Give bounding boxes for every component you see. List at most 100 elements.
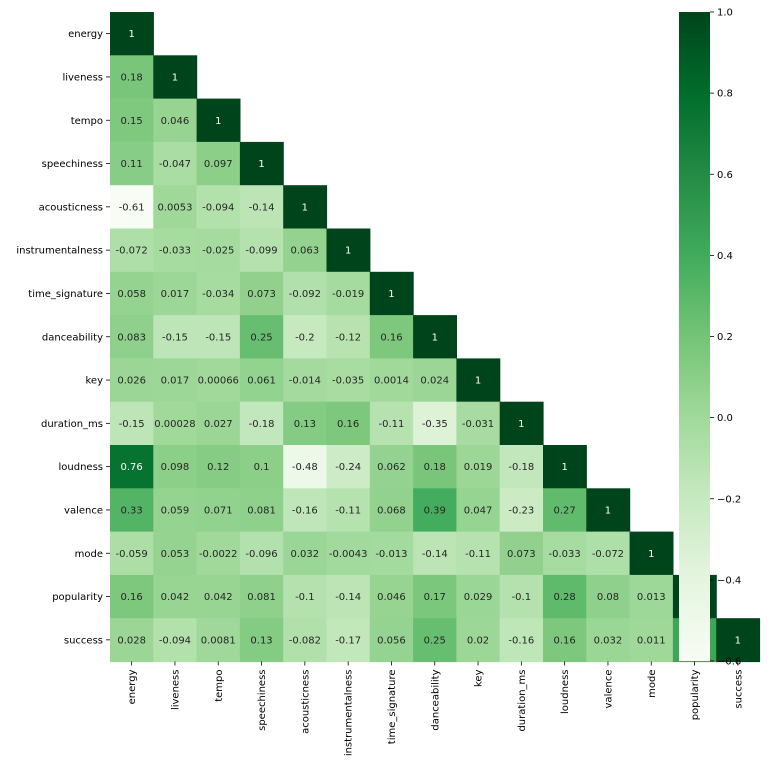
y-tick-label-key: key [85,376,103,387]
cell-value-danceability-instrumentalness: -0.12 [335,332,361,343]
cell-value-mode-instrumentalness: -0.0043 [329,549,368,560]
cell-value-time_signature-acousticness: -0.092 [289,289,321,300]
cell-success-danceability [413,618,457,663]
cell-acousticness-acousticness [283,185,328,230]
colorbar: 1.0 0.8 0.6 0.4 0.2 0.0 −0.2 −0.4 −0.6 [679,8,741,668]
cell-value-key-instrumentalness: -0.035 [332,376,364,387]
x-tick-label-danceability: danceability [430,669,441,730]
y-axis-tick-labels: energy liveness tempo speechiness acousticne… [16,29,110,646]
cell-mode-energy [110,531,154,576]
y-tick-label-speechiness: speechiness [42,159,103,170]
cell-value-duration_ms-instrumentalness: 0.16 [337,419,359,430]
cell-danceability-liveness [153,315,198,359]
cell-tempo-energy [110,98,154,143]
cell-value-mode-mode: 1 [648,549,654,560]
cell-value-acousticness-tempo: -0.094 [202,202,234,213]
cell-value-success-energy: 0.028 [117,635,146,646]
colorbar-tick-label-2: 0.6 [717,170,733,181]
x-tick-label-energy: energy [127,669,138,704]
cell-popularity-key [456,574,501,619]
cell-mode-instrumentalness [326,531,371,576]
cell-duration_ms-energy [110,401,154,446]
cell-value-success-mode: 0.011 [637,635,666,646]
x-tick-label-time_signature: time_signature [387,670,398,745]
cell-value-energy-energy: 1 [128,29,134,40]
cell-value-popularity-liveness: 0.042 [161,592,190,603]
cell-key-key [456,358,501,403]
cell-value-duration_ms-energy: -0.15 [119,419,145,430]
cell-value-success-acousticness: -0.082 [289,635,321,646]
cell-value-danceability-energy: 0.083 [117,332,146,343]
cell-success-duration_ms [499,618,544,663]
cell-value-loudness-speechiness: 0.1 [254,462,270,473]
cell-value-liveness-liveness: 1 [172,72,178,83]
cell-valence-time_signature [369,488,414,533]
cell-success-acousticness [283,618,328,663]
cell-value-success-key: 0.02 [467,635,489,646]
cell-success-energy [110,618,154,663]
cell-value-valence-speechiness: 0.081 [247,505,276,516]
cell-value-popularity-speechiness: 0.081 [247,592,276,603]
cell-danceability-speechiness [239,315,284,359]
cell-value-success-danceability: 0.25 [424,635,446,646]
colorbar-tick-label-8: −0.6 [717,657,741,668]
cell-value-mode-key: -0.11 [465,549,491,560]
cell-value-time_signature-instrumentalness: -0.019 [332,289,364,300]
cell-value-duration_ms-acousticness: 0.13 [294,419,316,430]
cell-time_signature-acousticness [283,271,328,316]
cell-danceability-instrumentalness [326,315,371,359]
cell-speechiness-liveness [153,141,198,186]
y-tick-label-loudness: loudness [59,462,104,473]
x-tick-label-speechiness: speechiness [257,670,268,731]
cell-key-liveness [153,358,198,403]
x-tick-label-popularity: popularity [690,669,701,720]
cell-loudness-time_signature [369,445,414,489]
cell-value-liveness-energy: 0.18 [121,72,143,83]
cell-success-time_signature [369,618,414,663]
cell-time_signature-liveness [153,271,198,316]
cell-energy-energy [110,12,154,56]
cell-loudness-acousticness [283,445,328,489]
cell-key-time_signature [369,358,414,403]
cell-value-tempo-liveness: 0.046 [161,116,190,127]
cell-value-time_signature-energy: 0.058 [117,289,146,300]
colorbar-gradient [679,12,710,661]
cell-speechiness-speechiness [239,141,284,186]
cell-value-danceability-time_signature: 0.16 [380,332,402,343]
cell-value-valence-valence: 1 [605,505,611,516]
cell-value-popularity-loudness: 0.28 [554,592,576,603]
cell-value-duration_ms-speechiness: -0.18 [249,419,275,430]
colorbar-tick-label-4: 0.2 [717,332,733,343]
cell-popularity-valence [586,574,631,619]
cell-mode-loudness [543,531,587,576]
cell-time_signature-time_signature [369,271,414,316]
cell-tempo-tempo [196,98,241,143]
cell-loudness-tempo [196,445,241,489]
cell-value-mode-valence: -0.072 [592,549,624,560]
cell-value-popularity-tempo: 0.042 [204,592,233,603]
cell-value-key-acousticness: -0.014 [289,376,321,387]
cell-value-danceability-acousticness: -0.2 [295,332,315,343]
cell-value-success-success: 1 [735,635,741,646]
cell-popularity-energy [110,574,154,619]
cell-acousticness-energy [110,185,154,230]
cell-valence-valence [586,488,631,533]
cell-instrumentalness-tempo [196,228,241,273]
cell-valence-duration_ms [499,488,544,533]
cell-value-mode-duration_ms: 0.073 [507,549,536,560]
x-tick-label-valence: valence [603,670,614,709]
cell-success-liveness [153,618,198,663]
cell-value-valence-danceability: 0.39 [424,505,446,516]
cell-mode-key [456,531,501,576]
x-tick-label-tempo: tempo [214,670,225,702]
cell-popularity-mode [629,574,674,619]
colorbar-tick-label-0: 1.0 [717,8,733,19]
cell-mode-valence [586,531,631,576]
cell-valence-danceability [413,488,457,533]
cell-value-popularity-valence: 0.08 [597,592,619,603]
cell-success-speechiness [239,618,284,663]
cell-value-popularity-duration_ms: -0.1 [512,592,532,603]
cell-success-success [716,618,761,663]
cell-value-loudness-danceability: 0.18 [424,462,446,473]
cell-mode-liveness [153,531,198,576]
